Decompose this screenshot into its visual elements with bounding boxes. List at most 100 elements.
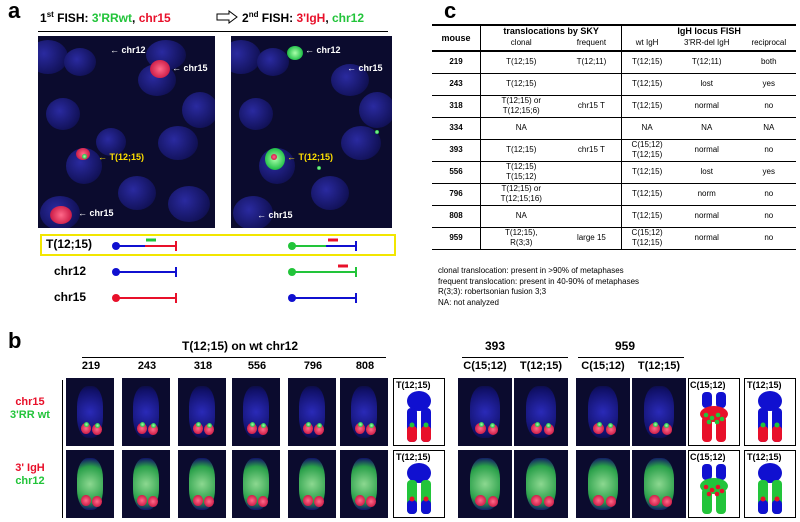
row1-probe-label: chr15 3'RR wt xyxy=(0,396,60,422)
table-cell-recip: yes xyxy=(762,79,775,88)
table-cell-clonal: T(12;15) or T(12;15;16) xyxy=(500,184,542,203)
column-header-219: 219 xyxy=(81,360,101,372)
fish-header-first: 1st FISH: 3'RRwt, chr15 xyxy=(40,10,171,25)
cell-row1-243 xyxy=(122,378,170,446)
group3-column-header: T(12;15) xyxy=(637,360,681,372)
col-clonal: clonal xyxy=(510,38,532,47)
table-cell-wt: T(12;15) xyxy=(632,211,663,220)
table-cell-clonal: T(12;15) xyxy=(506,79,537,88)
diagram-trans-row1 xyxy=(393,378,445,446)
schematic-label-chr12: chr12 xyxy=(54,264,87,278)
table-cell-frequent: large 15 xyxy=(561,227,623,249)
table-cell-del: lost xyxy=(700,167,713,176)
label-chr15-top-right: ← chr15 xyxy=(347,63,383,73)
table-row: 318 T(12;15) or T(12;15;6) chr15 T T(12;15)… xyxy=(432,95,796,117)
header-second-text: FISH: xyxy=(258,11,297,25)
diagram-trans-row2 xyxy=(393,450,445,518)
row2-label-red: 3' IgH xyxy=(15,462,45,474)
label-chr15-bottom-right: ← chr15 xyxy=(257,210,293,220)
table-cell-del: normal xyxy=(694,101,719,110)
diagram-c-row2 xyxy=(688,450,740,518)
panel-b-letter: b xyxy=(8,328,22,353)
table-notes: clonal translocation: present in >90% of… xyxy=(438,266,639,308)
diagram-c-row1-label: C(15;12) xyxy=(690,380,726,390)
header-second-sup: nd xyxy=(248,10,259,19)
cell-row2-796 xyxy=(288,450,336,518)
header-first-green: 3'RRwt xyxy=(91,11,133,25)
cell-959-row1 xyxy=(632,378,686,446)
sky-fish-table: mouse translocations by SKY IgH locus FI… xyxy=(432,24,796,250)
group1-underline xyxy=(82,357,386,358)
table-cell-recip: no xyxy=(764,233,774,242)
table-cell-recip: yes xyxy=(762,167,775,176)
panel-c-letter: c xyxy=(444,0,457,23)
table-cell-mouse: 318 xyxy=(432,95,481,117)
note-frequent: frequent translocation: present in 40-90… xyxy=(438,276,640,286)
table-row: 243 T(12;15) T(12;15) lost yes xyxy=(432,73,796,95)
label-translocation-right: ← T(12;15) xyxy=(287,152,334,162)
diagram-trans2-row2-label: T(12;15) xyxy=(747,452,782,462)
table-cell-clonal: NA xyxy=(515,211,527,220)
label-chr15-bottom-left: ← chr15 xyxy=(78,208,114,218)
cell-row1-556 xyxy=(232,378,280,446)
table-cell-wt: T(12;15) xyxy=(632,101,663,110)
cell-393-row1 xyxy=(514,378,568,446)
cell-row2-808 xyxy=(340,450,388,518)
column-header-318: 318 xyxy=(193,360,213,372)
col-mouse: mouse xyxy=(432,25,481,51)
col-reciprocal: reciprocal xyxy=(751,38,787,47)
table-row: 808 NA T(12;15) normal no xyxy=(432,205,796,227)
table-cell-frequent: T(12;11) xyxy=(561,51,623,73)
label-chr12-left: ← chr12 xyxy=(110,45,146,55)
table-row: 959 T(12;15), R(3;3) large 15 C(15;12) T(12… xyxy=(432,227,796,249)
group2-column-header: T(12;15) xyxy=(519,360,563,372)
table-cell-clonal: T(12;15) xyxy=(506,57,537,67)
table-cell-frequent xyxy=(561,161,623,183)
header-second-sep: , xyxy=(325,11,332,25)
row2-probe-label: 3' IgH chr12 xyxy=(0,462,60,488)
table-cell-del: normal xyxy=(694,145,719,154)
table-cell-frequent xyxy=(561,183,623,205)
table-cell-del: normal xyxy=(694,233,719,242)
table-cell-mouse: 243 xyxy=(432,73,481,95)
col-sky: translocations by SKY xyxy=(480,25,623,36)
diagram-trans2-row1 xyxy=(744,378,796,446)
cell-row1-318 xyxy=(178,378,226,446)
cell-959-row1 xyxy=(576,378,630,446)
table-cell-mouse: 959 xyxy=(432,227,481,249)
table-cell-del: norm xyxy=(697,189,716,198)
chromosome-schematic xyxy=(112,238,357,303)
table-cell-mouse: 393 xyxy=(432,139,481,161)
schematic-label-translocation: T(12;15) xyxy=(46,237,93,251)
note-na: NA: not analyzed xyxy=(438,297,499,307)
header-first-red: chr15 xyxy=(138,11,171,25)
diagram-trans2-row2 xyxy=(744,450,796,518)
row-bracket xyxy=(62,380,63,518)
header-underline xyxy=(38,31,388,32)
cell-row2-318 xyxy=(178,450,226,518)
translocation-highlight-box xyxy=(40,234,396,256)
fish-header-second: 2nd FISH: 3'IgH, chr12 xyxy=(242,10,364,25)
diagram-trans2-row1-label: T(12;15) xyxy=(747,380,782,390)
group2-column-header: C(15;12) xyxy=(463,360,507,372)
schematic-label-chr15: chr15 xyxy=(54,290,87,304)
col-igh-fish: IgH locus FISH xyxy=(677,26,741,36)
table-cell-clonal: NA xyxy=(515,123,527,132)
cell-959-row2 xyxy=(576,450,630,518)
table-cell-wt: T(12;15) xyxy=(632,57,663,67)
table-cell-recip: both xyxy=(760,57,777,67)
table-cell-del: lost xyxy=(700,79,713,88)
group3-underline xyxy=(578,357,684,358)
label-chr15-top-left: ← chr15 xyxy=(172,63,208,73)
table-cell-wt: T(12;15) xyxy=(632,189,663,198)
table-row: 393 T(12;15) chr15 T C(15;12) T(12;15) norma… xyxy=(432,139,796,161)
panel-a-letter: a xyxy=(8,0,21,23)
table-cell-frequent xyxy=(561,117,623,139)
table-cell-frequent xyxy=(561,73,623,95)
header-second-num: 2 xyxy=(242,11,249,25)
table-cell-mouse: 556 xyxy=(432,161,481,183)
cell-row1-796 xyxy=(288,378,336,446)
table-cell-clonal: T(12;15) or T(12;15;6) xyxy=(501,96,542,115)
note-clonal: clonal translocation: present in >90% of… xyxy=(438,266,624,275)
table-cell-frequent: chr15 T xyxy=(561,95,623,117)
